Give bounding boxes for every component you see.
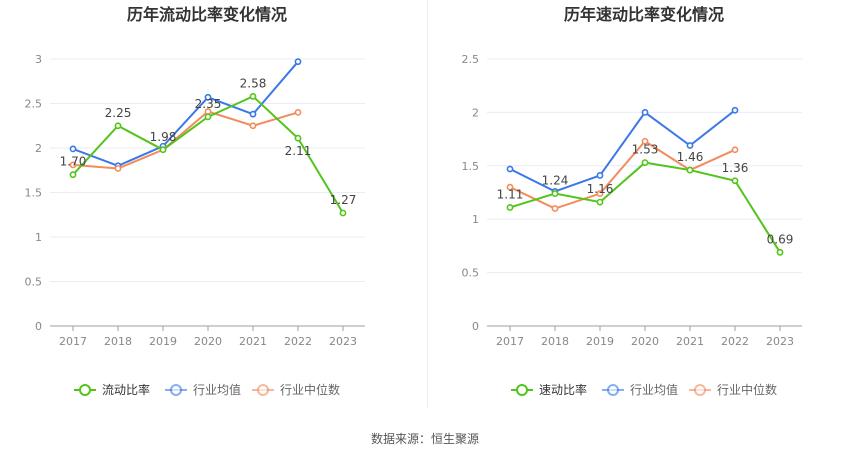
data-point [596,190,604,197]
data-label: 1.98 [150,130,177,144]
series-line-industry-avg [72,61,299,167]
data-point [551,205,559,212]
data-point [339,209,347,217]
data-point [249,92,257,100]
data-point [596,172,604,179]
y-tick-label: 1.5 [462,160,480,173]
data-label: 2.35 [195,97,222,111]
y-tick-label: 2.5 [25,98,43,111]
y-tick-label: 1 [35,231,42,244]
legend-swatch-marker [694,384,706,396]
source-label: 数据来源： [370,432,431,446]
y-tick-label: 0 [472,320,479,333]
legend-label: 行业均值 [630,382,678,397]
data-label: 2.11 [285,144,312,158]
data-label: 1.24 [542,174,569,188]
x-tick-label: 2020 [631,335,659,348]
chart-title: 历年流动比率变化情况 [127,5,287,24]
chart-title: 历年速动比率变化情况 [564,5,724,24]
y-tick-label: 3 [35,53,42,66]
x-tick-label: 2023 [329,335,357,348]
legend-swatch-marker [516,384,528,396]
data-point [641,159,649,166]
x-tick-label: 2019 [586,335,614,348]
legend-label: 流动比率 [102,382,150,397]
data-point [204,93,212,101]
data-point [249,110,257,118]
data-point [686,166,694,174]
data-point [114,165,122,172]
data-point [551,190,559,197]
data-label: 1.36 [722,161,749,175]
data-label: 1.70 [60,155,87,169]
data-point [776,248,784,256]
series-line-industry-avg [509,109,736,193]
legend-label: 行业中位数 [717,382,777,397]
x-tick-label: 2023 [766,335,794,348]
data-point [294,109,302,116]
y-tick-label: 1 [472,213,479,226]
data-label: 1.53 [632,143,659,157]
data-label: 2.25 [105,106,132,120]
x-tick-label: 2021 [239,335,267,348]
y-tick-label: 2 [472,106,479,119]
x-tick-label: 2019 [149,335,177,348]
y-tick-label: 0.5 [462,267,480,280]
data-source-note: 数据来源：恒生聚源 [0,430,850,447]
data-point [731,146,739,154]
y-tick-label: 2 [35,142,42,155]
x-tick-label: 2021 [676,335,704,348]
x-tick-label: 2022 [284,335,312,348]
data-point [204,113,212,121]
data-point [731,106,739,114]
data-point [294,134,302,142]
legend-swatch-marker [607,384,619,396]
series-line-industry-median [72,110,299,170]
data-point [69,145,77,153]
x-tick-label: 2017 [59,335,87,348]
legend-swatch-marker [79,384,91,396]
data-label: 2.58 [240,76,267,90]
data-label: 1.11 [497,187,524,201]
y-tick-label: 0.5 [25,276,43,289]
data-point [506,204,514,211]
data-point [249,122,257,130]
legend-label: 行业均值 [193,382,241,397]
source-name: 恒生聚源 [431,432,480,446]
data-point [506,165,514,173]
data-point [69,161,77,169]
data-point [641,109,649,116]
data-point [69,171,77,179]
x-tick-label: 2022 [721,335,749,348]
x-tick-label: 2017 [496,335,524,348]
x-tick-label: 2020 [194,335,222,348]
panel-divider [427,0,428,408]
data-point [686,142,694,149]
legend-swatch-marker [257,384,269,396]
data-point [294,58,302,66]
y-tick-label: 1.5 [25,187,43,200]
legend-swatch-marker [170,384,182,396]
x-tick-label: 2018 [541,335,569,348]
data-point [731,177,739,185]
data-label: 1.16 [587,182,614,196]
data-point [506,183,514,191]
data-point [114,122,122,130]
y-tick-label: 2.5 [462,53,480,66]
y-tick-label: 0 [35,320,42,333]
series-line-industry-median [509,139,736,210]
data-point [159,146,167,154]
data-label: 0.69 [767,232,794,246]
data-point [641,137,649,145]
data-label: 1.27 [330,193,357,207]
data-point [596,198,604,206]
x-tick-label: 2018 [104,335,132,348]
data-label: 1.46 [677,150,704,164]
legend-label: 行业中位数 [280,382,340,397]
legend-label: 速动比率 [539,382,587,397]
